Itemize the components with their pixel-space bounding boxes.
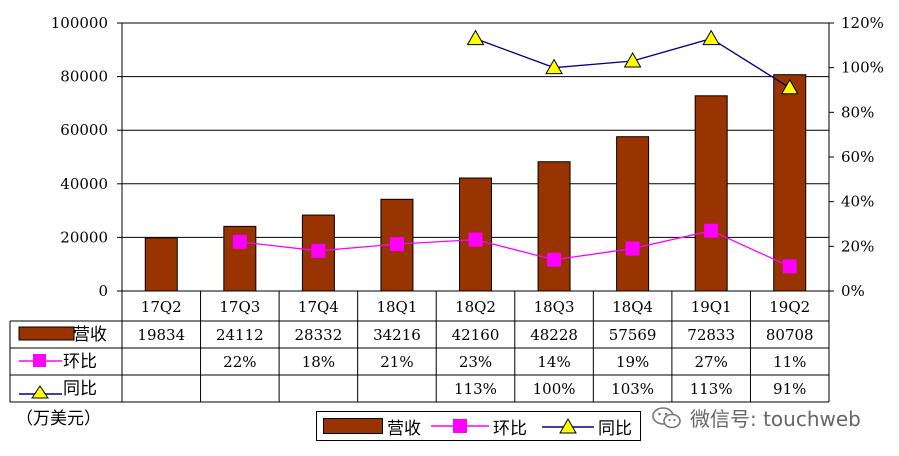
category-label: 19Q1 — [691, 298, 732, 316]
row-key-revenue — [18, 326, 75, 341]
watermark: 微信号: touchweb — [652, 403, 861, 432]
qoq-point — [547, 252, 562, 267]
qoq-point — [232, 234, 247, 249]
data-label: 48228 — [530, 326, 578, 344]
category-label: 17Q4 — [298, 298, 339, 316]
qoq-point — [468, 232, 483, 247]
data-label: 22% — [223, 353, 256, 371]
yoy-point — [780, 78, 799, 95]
data-label: 24112 — [216, 326, 264, 344]
qoq-point — [782, 259, 797, 274]
yoy-point — [702, 29, 721, 46]
ratio-lines — [232, 29, 799, 274]
qoq-point — [311, 243, 326, 258]
right-tick-label: 40% — [841, 193, 874, 211]
legend-item-yoy: 同比 — [542, 412, 632, 440]
legend-label-revenue: 营收 — [387, 418, 421, 439]
data-label: 72833 — [687, 326, 735, 344]
data-label: 28332 — [295, 326, 343, 344]
axes: 0 20000 40000 60000 80000 100000 0% 20% 40% 60% 80… — [51, 14, 884, 300]
legend-swatch-yoy — [542, 417, 594, 434]
yoy-point — [466, 29, 485, 46]
data-label: 80708 — [766, 326, 814, 344]
left-tick-label: 80000 — [60, 68, 108, 86]
right-tick-label: 100% — [841, 59, 884, 77]
data-label: 23% — [459, 353, 492, 371]
data-label: 91% — [773, 380, 806, 398]
left-tick-label: 40000 — [60, 175, 108, 193]
category-label: 17Q2 — [141, 298, 182, 316]
left-tick-label: 100000 — [51, 14, 108, 32]
right-tick-label: 80% — [841, 103, 874, 121]
legend-swatch-qoq — [431, 419, 489, 433]
qoq-point — [625, 241, 640, 256]
data-label: 57569 — [609, 326, 657, 344]
revenue-bar — [144, 237, 178, 292]
right-tick-label: 20% — [841, 237, 874, 255]
data-label: 19834 — [137, 326, 185, 344]
unit-label: （万美元） — [16, 409, 101, 429]
row-label: 同比 — [63, 379, 97, 399]
row-label: 环比 — [63, 352, 97, 372]
data-table: 17Q2 17Q3 17Q4 18Q1 18Q2 18Q3 18Q4 19Q1 19Q2 营收 19… — [9, 290, 830, 403]
data-label: 100% — [533, 380, 576, 398]
left-tick-label: 20000 — [60, 228, 108, 246]
watermark-text: 微信号: touchweb — [690, 407, 861, 431]
revenue-bar — [773, 74, 807, 292]
qoq-point — [704, 223, 719, 238]
legend: 营收 环比 同比 — [316, 411, 641, 441]
row-key-yoy-marker — [31, 385, 49, 399]
wechat-icon — [652, 406, 681, 428]
category-label: 17Q3 — [219, 298, 260, 316]
category-label: 18Q1 — [376, 298, 417, 316]
yoy-point — [623, 51, 642, 68]
qoq-point — [389, 237, 404, 252]
legend-label-qoq: 环比 — [493, 418, 527, 439]
data-label: 11% — [773, 353, 806, 371]
row-label: 营收 — [73, 325, 107, 345]
data-label: 42160 — [452, 326, 500, 344]
data-label: 113% — [690, 380, 733, 398]
legend-label-yoy: 同比 — [598, 418, 632, 439]
category-label: 18Q2 — [455, 298, 496, 316]
data-label: 113% — [454, 380, 497, 398]
legend-item-revenue: 营收 — [323, 412, 421, 440]
revenue-bar — [694, 95, 728, 292]
legend-item-qoq: 环比 — [431, 412, 527, 440]
data-label: 18% — [302, 353, 335, 371]
qoq-line — [239, 230, 790, 268]
right-tick-label: 120% — [841, 14, 884, 32]
revenue-bars — [144, 74, 807, 292]
data-label: 21% — [380, 353, 413, 371]
revenue-bar — [616, 136, 650, 292]
category-label: 18Q4 — [612, 298, 653, 316]
revenue-bar — [537, 161, 571, 292]
data-label: 14% — [537, 353, 570, 371]
right-tick-label: 0% — [841, 282, 865, 300]
data-label: 103% — [611, 380, 654, 398]
legend-swatch-revenue — [323, 418, 383, 434]
data-label: 19% — [616, 353, 649, 371]
data-label: 34216 — [373, 326, 421, 344]
left-tick-label: 60000 — [60, 121, 108, 139]
category-label: 18Q3 — [534, 298, 575, 316]
yoy-point — [545, 58, 563, 75]
right-tick-label: 60% — [841, 148, 874, 166]
left-tick-label: 0 — [98, 282, 108, 300]
row-key-qoq-marker — [33, 354, 46, 367]
data-label: 27% — [694, 353, 727, 371]
category-label: 19Q2 — [769, 298, 810, 316]
